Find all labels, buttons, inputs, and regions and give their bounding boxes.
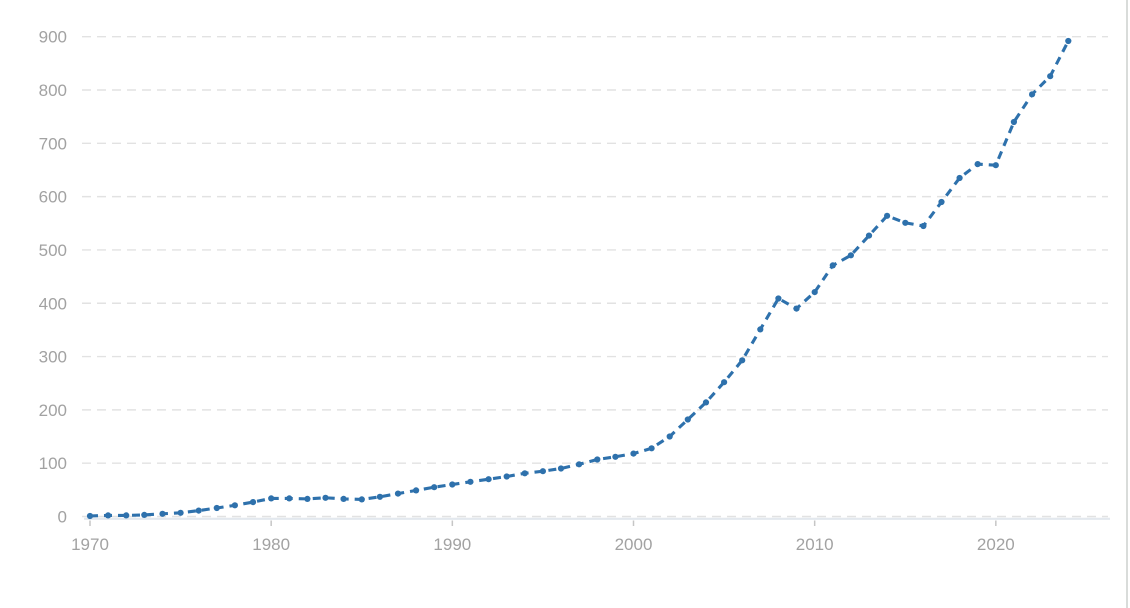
data-point-2000[interactable] [630,450,637,457]
data-point-1975[interactable] [177,509,184,516]
data-point-1995[interactable] [539,468,547,475]
y-tick-label-400: 400 [39,294,67,313]
data-point-2015[interactable] [902,219,909,226]
data-point-1993[interactable] [503,473,510,480]
data-point-1991[interactable] [467,478,474,485]
y-tick-label-800: 800 [39,81,67,100]
data-point-1987[interactable] [394,490,402,497]
data-point-2001[interactable] [648,445,655,452]
data-point-1973[interactable] [141,511,148,518]
x-tick-label-1970: 1970 [71,535,109,554]
data-point-2014[interactable] [884,212,891,219]
y-tick-label-700: 700 [39,134,67,153]
data-point-2021[interactable] [1010,118,1018,126]
y-axis-tick-labels: 0 100 200 300 400 500 600 700 800 900 [39,28,67,527]
data-point-2007[interactable] [757,326,764,333]
data-point-1980[interactable] [268,495,275,502]
data-point-1979[interactable] [249,499,257,506]
data-point-2017[interactable] [938,198,945,206]
x-axis-tick-labels: 1970 1980 1990 2000 2010 2020 [71,535,1015,554]
x-tick-label-2010: 2010 [796,535,834,554]
data-point-1970[interactable] [86,512,94,520]
data-point-1999[interactable] [612,453,619,460]
data-point-2004[interactable] [702,399,710,406]
data-point-1972[interactable] [123,512,130,519]
data-point-2022[interactable] [1029,91,1036,98]
data-point-1986[interactable] [376,493,383,500]
y-tick-label-500: 500 [39,241,67,260]
y-gridlines [82,36,1108,518]
data-point-2003[interactable] [684,416,691,423]
data-point-1978[interactable] [231,502,238,509]
data-line [89,40,1070,518]
data-point-1981[interactable] [286,495,293,502]
data-point-1990[interactable] [449,481,456,488]
data-point-2008[interactable] [775,295,782,302]
data-point-1989[interactable] [431,484,438,491]
data-point-2011[interactable] [829,262,836,269]
data-point-2016[interactable] [920,222,927,230]
data-point-1976[interactable] [195,507,202,514]
data-point-1988[interactable] [413,487,420,494]
y-tick-label-600: 600 [39,188,67,207]
data-point-1983[interactable] [322,494,329,501]
data-point-1985[interactable] [358,496,365,503]
data-points [86,37,1072,520]
data-point-2020[interactable] [992,162,999,169]
data-point-2005[interactable] [721,379,728,386]
data-point-1998[interactable] [594,456,601,463]
data-point-1996[interactable] [557,465,565,472]
x-tick-label-2020: 2020 [977,535,1015,554]
data-point-2006[interactable] [739,357,746,364]
data-point-2019[interactable] [974,161,981,168]
data-point-1997[interactable] [576,461,583,468]
data-point-1977[interactable] [213,504,220,512]
data-point-2010[interactable] [811,289,818,296]
x-tick-label-1980: 1980 [252,535,290,554]
x-tick-label-2000: 2000 [615,535,653,554]
data-point-2018[interactable] [956,174,963,182]
panel-right-border [1126,0,1128,608]
x-tick-label-1990: 1990 [433,535,471,554]
y-tick-label-0: 0 [58,508,67,527]
data-point-2009[interactable] [793,305,800,312]
data-point-1992[interactable] [485,476,492,483]
data-point-1984[interactable] [340,495,347,502]
data-point-2012[interactable] [847,252,855,259]
y-tick-label-100: 100 [39,454,67,473]
data-point-2024[interactable] [1065,37,1072,45]
x-axis-ticks [89,520,997,526]
data-point-2002[interactable] [666,433,673,440]
data-point-1982[interactable] [304,495,311,502]
y-tick-label-900: 900 [39,28,67,47]
y-tick-label-200: 200 [39,401,67,420]
data-point-1971[interactable] [105,512,112,519]
data-point-2013[interactable] [865,232,873,239]
data-point-1974[interactable] [159,510,166,517]
data-point-2023[interactable] [1047,73,1054,80]
data-point-1994[interactable] [521,470,528,477]
y-tick-label-300: 300 [39,348,67,367]
